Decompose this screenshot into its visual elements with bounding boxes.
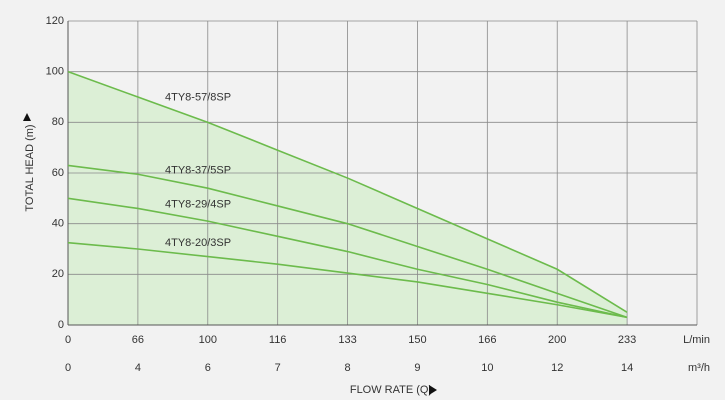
x-axis-label: FLOW RATE (Q) xyxy=(350,384,432,396)
curve xyxy=(67,70,628,314)
x2-tick-label: 12 xyxy=(551,362,563,374)
series-label: 4TY8-57/8SP xyxy=(165,92,231,104)
y-tick-label: 100 xyxy=(46,66,64,78)
x-tick-label: 100 xyxy=(199,334,217,346)
x2-tick-label: 0 xyxy=(65,362,71,374)
y-tick-label: 40 xyxy=(52,218,64,230)
series-label: 4TY8-20/3SP xyxy=(165,237,231,249)
x-tick-label: 233 xyxy=(618,334,636,346)
curve xyxy=(67,241,628,319)
y-tick-label: 80 xyxy=(52,116,64,128)
x-tick-label: 66 xyxy=(132,334,144,346)
series-label: 4TY8-29/4SP xyxy=(165,198,231,210)
x2-tick-label: 10 xyxy=(481,362,493,374)
x2-tick-label: 6 xyxy=(205,362,211,374)
x-tick-label: 133 xyxy=(338,334,356,346)
y-tick-label: 60 xyxy=(52,167,64,179)
x-arrow xyxy=(429,385,437,395)
curve xyxy=(67,164,628,319)
x-unit: L/min xyxy=(683,334,710,346)
curve xyxy=(67,197,628,319)
y-arrow xyxy=(23,113,31,121)
x-tick-label: 116 xyxy=(269,334,287,346)
y-tick-label: 120 xyxy=(46,15,64,27)
x-tick-label: 200 xyxy=(548,334,566,346)
x2-tick-label: 7 xyxy=(275,362,281,374)
series-label: 4TY8-37/5SP xyxy=(165,165,231,177)
x2-tick-label: 4 xyxy=(135,362,141,374)
y-tick-label: 0 xyxy=(58,319,64,331)
x-tick-label: 150 xyxy=(408,334,426,346)
x-tick-label: 0 xyxy=(65,334,71,346)
x2-tick-label: 9 xyxy=(414,362,420,374)
x2-unit: m³/h xyxy=(688,362,710,374)
y-axis-label: TOTAL HEAD (m) xyxy=(24,124,36,211)
x2-tick-label: 8 xyxy=(344,362,350,374)
x2-tick-label: 14 xyxy=(621,362,633,374)
x-tick-label: 166 xyxy=(478,334,496,346)
y-tick-label: 20 xyxy=(52,268,64,280)
